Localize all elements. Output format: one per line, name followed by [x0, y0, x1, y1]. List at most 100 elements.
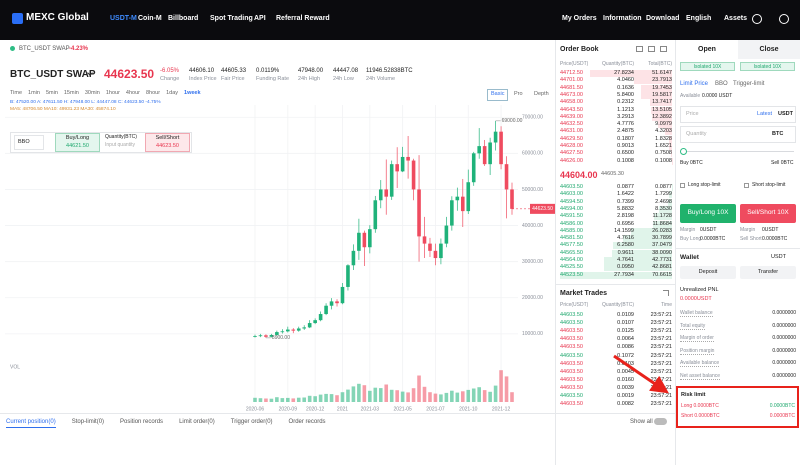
nav-item[interactable]: USDT-M [110, 15, 137, 22]
bottom-tab[interactable]: Stop-limit(0) [71, 419, 105, 425]
settings-icon[interactable] [779, 14, 789, 24]
book-price[interactable]: 44626.00 [560, 157, 583, 164]
symbol[interactable]: BTC_USDT SWAP [10, 69, 96, 80]
order-type-tab[interactable]: Trigger-limit [733, 81, 765, 87]
slider-knob[interactable] [680, 148, 687, 155]
nav-item[interactable]: English [686, 15, 712, 22]
book-price[interactable]: 44577.50 [560, 242, 583, 249]
book-price[interactable]: 44565.50 [560, 249, 583, 256]
show-all-toggle[interactable] [654, 418, 667, 425]
book-price[interactable]: 44628.00 [560, 143, 583, 149]
book-total: 42.7731 [652, 257, 672, 263]
logo-icon [12, 13, 23, 24]
layout-icon[interactable] [648, 46, 655, 52]
nav-item[interactable]: Referral Reward [276, 15, 330, 22]
book-price[interactable]: 44525.50 [560, 264, 583, 271]
book-price[interactable]: 44712.50 [560, 70, 583, 76]
book-price[interactable]: 44629.50 [560, 135, 583, 142]
transfer-button[interactable]: Transfer [740, 266, 796, 279]
tab-close[interactable]: Close [738, 40, 800, 59]
interval-option[interactable]: Time [10, 90, 23, 96]
book-price[interactable]: 44639.00 [560, 113, 583, 120]
nav-item[interactable]: Assets [724, 15, 747, 22]
book-price[interactable]: 44673.00 [560, 91, 583, 98]
book-price[interactable]: 44701.00 [560, 77, 583, 84]
bottom-tab[interactable]: Trigger order(0) [230, 419, 273, 425]
candle-body [504, 164, 509, 190]
bottom-tab[interactable]: Position records [120, 419, 164, 425]
interval-option[interactable]: 15min [63, 90, 79, 96]
interval-option[interactable]: 4hour [125, 90, 140, 96]
book-price[interactable]: 44658.00 [560, 99, 583, 106]
bottom-tab[interactable]: Limit order(0) [179, 419, 215, 425]
bottom-tab[interactable]: Order records [288, 419, 326, 425]
book-price[interactable]: 44631.00 [560, 128, 583, 135]
checkbox[interactable] [744, 183, 749, 188]
favorite-icon [10, 46, 15, 51]
book-price[interactable]: 44632.50 [560, 121, 583, 128]
book-total: 70.6615 [652, 271, 672, 278]
view-option[interactable]: Pro [514, 91, 523, 97]
volume-bar [417, 375, 421, 402]
depth-bar [670, 150, 672, 158]
nav-item[interactable]: Spot Trading [210, 15, 253, 22]
volume-bar [351, 386, 356, 402]
candle-body [313, 320, 317, 324]
buy-long-button[interactable]: Buy/Long 10X [680, 204, 736, 223]
tab-bar [0, 413, 675, 414]
book-price[interactable]: 44581.50 [560, 235, 583, 242]
book-price[interactable]: 44627.50 [560, 150, 583, 157]
mid-price: 44604.00 [560, 170, 598, 180]
book-price[interactable]: 44594.00 [560, 205, 583, 212]
nav-item[interactable]: Download [646, 15, 680, 22]
leverage-long[interactable]: Isolated 10X [680, 62, 735, 71]
view-option[interactable]: Depth [534, 91, 549, 97]
book-price[interactable]: 44591.50 [560, 213, 583, 220]
quick-sell[interactable]: Sell/Short 44623.50 [145, 133, 190, 152]
sell-short-button[interactable]: Sell/Short 10X [740, 204, 796, 223]
layout-icon[interactable] [636, 46, 643, 52]
quick-buy[interactable]: Buy/Long 44621.50 [55, 133, 100, 152]
book-price[interactable]: 44681.50 [560, 84, 583, 91]
interval-option[interactable]: 1min [28, 90, 40, 96]
book-price[interactable]: 44523.50 [560, 271, 583, 278]
nav-item[interactable]: My Orders [562, 15, 597, 22]
book-price[interactable]: 44594.50 [560, 198, 583, 205]
quantity-input[interactable]: Input quantity [105, 142, 136, 148]
book-price[interactable]: 44603.00 [560, 191, 583, 198]
interval-option[interactable]: 5min [45, 90, 58, 96]
order-type-tab[interactable]: BBO [715, 81, 728, 87]
interval-option[interactable]: 8hour [146, 90, 161, 96]
interval-option[interactable]: 1week [184, 90, 201, 96]
interval-option[interactable]: 1hour [105, 90, 120, 96]
deposit-button[interactable]: Deposit [680, 266, 736, 279]
nav-item[interactable]: Information [603, 15, 642, 22]
checkbox[interactable] [680, 183, 685, 188]
book-price[interactable]: 44585.00 [560, 227, 583, 234]
leverage-short[interactable]: Isolated 10X [740, 62, 795, 71]
order-type-tab[interactable]: Limit Price [680, 81, 709, 87]
book-price[interactable]: 44643.50 [560, 106, 583, 113]
price-input[interactable] [680, 106, 796, 123]
nav-item[interactable]: Billboard [168, 15, 199, 22]
depth-bar [634, 77, 672, 85]
nav-item[interactable]: API [254, 15, 266, 22]
book-price[interactable]: 44586.00 [560, 220, 583, 227]
order-type[interactable]: BBO [14, 135, 44, 150]
bottom-tab[interactable]: Current position(0) [6, 419, 56, 428]
interval-option[interactable]: 30min [84, 90, 100, 96]
volume-bar [406, 392, 410, 402]
stat-label: Funding Rate [256, 76, 290, 82]
expand-icon[interactable] [663, 290, 669, 296]
book-price[interactable]: 44564.00 [560, 257, 583, 263]
book-price[interactable]: 44603.50 [560, 184, 583, 190]
depth-bar [650, 99, 672, 107]
qty-input[interactable] [680, 126, 796, 143]
interval-option[interactable]: 1day [166, 90, 179, 96]
view-option[interactable]: Basic [487, 89, 509, 101]
user-icon[interactable] [752, 14, 762, 24]
tab-open[interactable]: Open [676, 40, 738, 59]
layout-icon[interactable] [660, 46, 667, 52]
nav-item[interactable]: Coin-M [138, 15, 162, 22]
logo[interactable]: MEXC Global [26, 12, 89, 23]
